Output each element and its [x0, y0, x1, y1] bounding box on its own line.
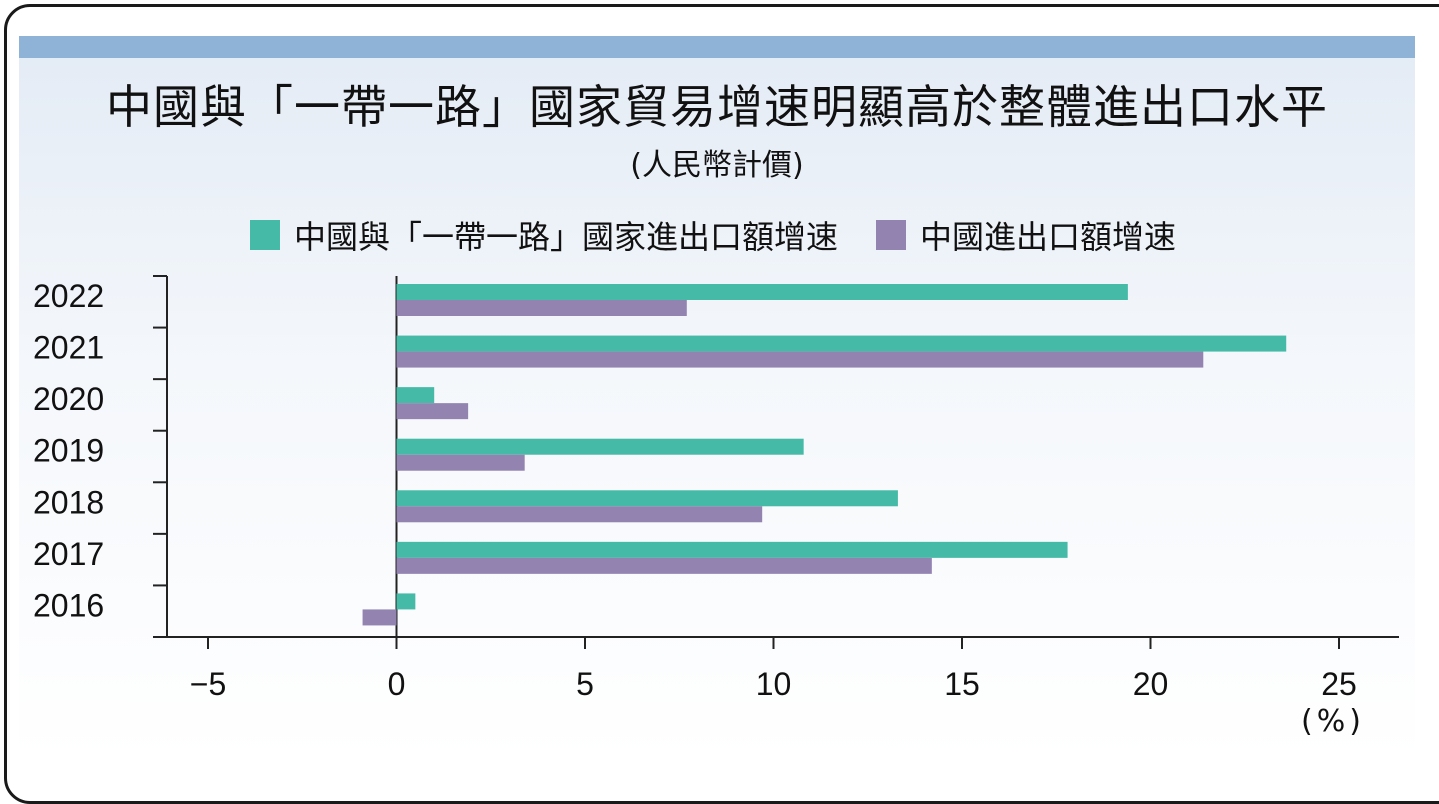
bar-total	[396, 351, 1204, 368]
x-axis-unit: (%)	[1301, 704, 1365, 739]
y-tick-label: 2021	[33, 330, 104, 366]
bar-belt-road	[396, 438, 804, 455]
bar-total	[396, 557, 932, 574]
bar-belt-road	[396, 335, 1287, 352]
y-tick-label: 2018	[33, 484, 104, 520]
chart-title: 中國與「一帶一路」國家貿易增速明顯高於整體進出口水平	[106, 80, 1328, 134]
y-tick-label: 2016	[33, 587, 104, 623]
x-tick-label: 10	[756, 666, 792, 702]
bar-belt-road	[396, 387, 435, 404]
chart-panel	[19, 36, 1415, 760]
legend-item-belt-road: 中國與「一帶一路」國家進出口額增速	[250, 212, 838, 258]
legend-label-total: 中國進出口額增速	[920, 218, 1177, 256]
chart-subtitle: (人民幣計價)	[630, 148, 804, 183]
y-tick-label: 2022	[33, 278, 104, 314]
x-tick-label: −5	[190, 666, 226, 702]
x-tick-label: 15	[944, 666, 980, 702]
bar-belt-road	[396, 593, 416, 610]
bar-total	[396, 506, 763, 523]
x-tick-label: 5	[576, 666, 594, 702]
x-tick-label: 20	[1133, 666, 1169, 702]
x-tick-label: 0	[388, 666, 406, 702]
legend-label-belt-road: 中國與「一帶一路」國家進出口額增速	[294, 218, 839, 256]
legend: 中國與「一帶一路」國家進出口額增速 中國進出口額增速	[250, 212, 1214, 258]
bar-total	[396, 454, 525, 471]
header-bar	[19, 36, 1415, 58]
y-tick-label: 2017	[33, 536, 104, 572]
bar-belt-road	[396, 490, 898, 507]
bar-belt-road	[396, 541, 1068, 558]
legend-item-total: 中國進出口額增速	[876, 212, 1176, 258]
bar-total	[396, 300, 687, 316]
y-tick-label: 2019	[33, 433, 104, 469]
bar-total	[396, 403, 469, 420]
bar-belt-road	[396, 284, 1128, 300]
x-tick-label: 25	[1321, 666, 1357, 702]
legend-swatch-total	[876, 220, 907, 250]
bar-chart: −5 0 5 10 15 20 25 2022 2021 2020 2019 2018 2017 2016	[33, 275, 1399, 702]
bar-total	[362, 609, 397, 626]
legend-swatch-belt-road	[250, 220, 280, 250]
y-tick-label: 2020	[33, 381, 104, 417]
